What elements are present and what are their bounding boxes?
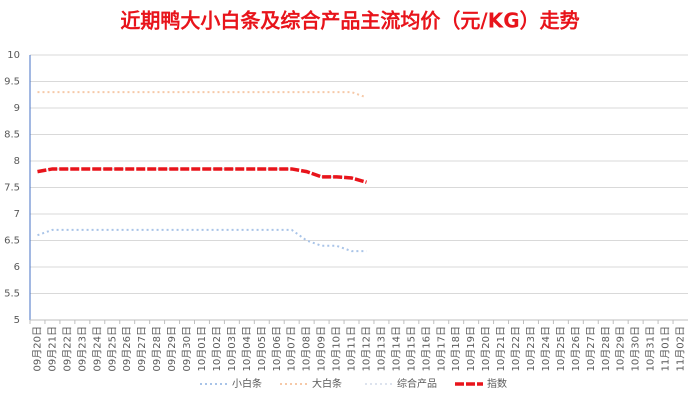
y-tick-label: 7 [14, 209, 20, 220]
x-tick-label: 09月25日 [106, 326, 118, 371]
x-tick-label: 10月15日 [405, 326, 417, 371]
x-tick-label: 10月20日 [480, 326, 492, 371]
x-tick-label: 10月04日 [241, 326, 253, 371]
legend-label: 综合产品 [397, 377, 437, 390]
x-tick-label: 09月20日 [31, 326, 43, 371]
y-tick-label: 5 [14, 315, 20, 326]
x-tick-label: 10月21日 [495, 326, 507, 371]
x-tick-label: 11月01日 [660, 326, 672, 371]
x-tick-label: 10月14日 [390, 326, 402, 371]
x-tick-label: 10月09日 [316, 326, 328, 371]
y-tick-label: 8 [14, 156, 20, 167]
x-tick-label: 10月12日 [360, 326, 372, 371]
x-tick-label: 10月18日 [450, 326, 462, 371]
x-tick-label: 09月23日 [76, 326, 88, 371]
x-tick-label: 10月13日 [375, 326, 387, 371]
x-tick-label: 10月08日 [301, 326, 313, 371]
series-line [37, 228, 367, 253]
x-tick-label: 10月17日 [435, 326, 447, 371]
legend-label: 指数 [487, 377, 507, 390]
x-tick-label: 09月27日 [136, 326, 148, 371]
x-tick-label: 10月24日 [540, 326, 552, 371]
x-tick-label: 10月25日 [555, 326, 567, 371]
series-line [37, 167, 367, 184]
y-tick-label: 10 [7, 50, 20, 61]
x-tick-label: 10月03日 [226, 326, 238, 371]
y-tick-label: 5.5 [4, 289, 20, 300]
series-line [37, 91, 367, 99]
x-tick-label: 09月21日 [46, 326, 58, 371]
x-tick-label: 10月01日 [196, 326, 208, 371]
x-tick-label: 10月06日 [271, 326, 283, 371]
y-tick-label: 6 [14, 262, 20, 273]
y-tick-label: 9.5 [4, 77, 20, 88]
y-tick-label: 9 [14, 103, 20, 114]
x-tick-label: 09月22日 [61, 326, 73, 371]
x-tick-label: 10月30日 [630, 326, 642, 371]
legend-label: 小白条 [232, 377, 262, 390]
x-tick-label: 10月31日 [645, 326, 657, 371]
chart-title: 近期鸭大小白条及综合产品主流均价（元/KG）走势 [120, 9, 579, 33]
x-tick-label: 10月29日 [615, 326, 627, 371]
y-tick-label: 6.5 [4, 236, 20, 247]
x-tick-label: 09月30日 [181, 326, 193, 371]
x-tick-label: 10月26日 [570, 326, 582, 371]
x-tick-label: 10月22日 [510, 326, 522, 371]
legend-label: 大白条 [312, 377, 342, 390]
x-tick-label: 10月10日 [331, 326, 343, 371]
x-tick-label: 10月16日 [420, 326, 432, 371]
y-tick-label: 8.5 [4, 130, 20, 141]
x-tick-label: 10月27日 [585, 326, 597, 371]
x-tick-label: 09月28日 [151, 326, 163, 371]
x-tick-label: 10月05日 [256, 326, 268, 371]
x-tick-label: 10月02日 [211, 326, 223, 371]
x-tick-label: 11月02日 [675, 326, 687, 371]
x-tick-label: 10月28日 [600, 326, 612, 371]
x-tick-label: 09月24日 [91, 326, 103, 371]
x-tick-label: 10月23日 [525, 326, 537, 371]
x-tick-label: 10月11日 [346, 326, 358, 371]
y-tick-label: 7.5 [4, 183, 20, 194]
x-tick-label: 09月29日 [166, 326, 178, 371]
x-tick-label: 09月26日 [121, 326, 133, 371]
x-tick-label: 10月19日 [465, 326, 477, 371]
x-tick-label: 10月07日 [286, 326, 298, 371]
